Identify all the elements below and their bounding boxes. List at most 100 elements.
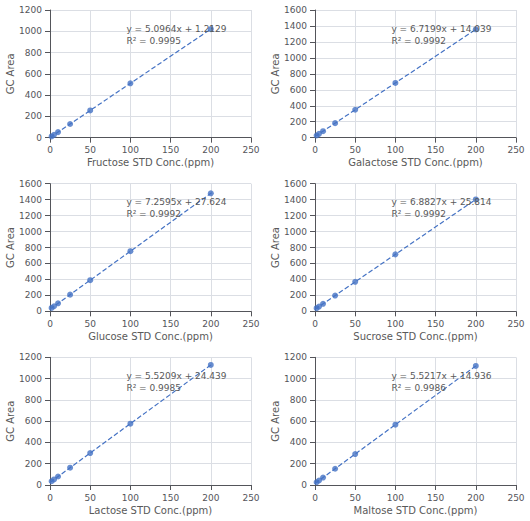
svg-text:Fructose STD Conc.(ppm): Fructose STD Conc.(ppm) [87,157,214,168]
svg-text:200: 200 [202,145,219,155]
svg-text:1000: 1000 [19,374,42,384]
svg-text:150: 150 [427,319,444,329]
svg-text:150: 150 [162,145,179,155]
svg-text:1600: 1600 [284,179,307,189]
svg-text:0: 0 [47,493,53,503]
svg-text:200: 200 [467,319,484,329]
svg-text:200: 200 [202,493,219,503]
svg-text:y = 7.2595x + 27.624: y = 7.2595x + 27.624 [126,197,226,207]
svg-text:200: 200 [290,117,307,127]
svg-text:1400: 1400 [284,195,307,205]
svg-text:R² = 0.9992: R² = 0.9992 [391,209,446,219]
svg-text:GC Area: GC Area [5,227,16,268]
svg-text:R² = 0.9985: R² = 0.9985 [126,383,181,393]
svg-text:50: 50 [349,493,361,503]
svg-text:400: 400 [25,90,42,100]
svg-text:y = 5.5217x + 14.936: y = 5.5217x + 14.936 [391,371,491,381]
svg-text:100: 100 [387,145,404,155]
svg-text:y = 5.5209x + 24.439: y = 5.5209x + 24.439 [126,371,226,381]
svg-text:400: 400 [290,437,307,447]
svg-text:50: 50 [349,319,361,329]
svg-text:600: 600 [25,416,42,426]
svg-text:0: 0 [36,480,42,490]
svg-text:200: 200 [202,319,219,329]
svg-text:1000: 1000 [284,53,307,63]
svg-text:1000: 1000 [19,227,42,237]
svg-text:100: 100 [122,319,139,329]
svg-text:250: 250 [242,145,259,155]
svg-text:200: 200 [25,290,42,300]
svg-text:GC Area: GC Area [270,227,281,268]
svg-text:200: 200 [467,145,484,155]
svg-text:200: 200 [290,459,307,469]
svg-text:200: 200 [25,111,42,121]
svg-text:0: 0 [47,319,53,329]
svg-text:0: 0 [312,319,318,329]
svg-text:1000: 1000 [284,374,307,384]
svg-text:250: 250 [507,145,524,155]
svg-text:600: 600 [25,258,42,268]
svg-text:y = 5.0964x + 1.2129: y = 5.0964x + 1.2129 [126,24,226,34]
svg-text:400: 400 [25,274,42,284]
svg-text:1200: 1200 [19,211,42,221]
svg-text:100: 100 [387,319,404,329]
svg-text:100: 100 [122,493,139,503]
svg-text:600: 600 [290,85,307,95]
svg-text:800: 800 [290,395,307,405]
svg-text:150: 150 [162,493,179,503]
svg-text:0: 0 [301,133,307,143]
svg-text:1400: 1400 [284,21,307,31]
svg-text:1200: 1200 [284,211,307,221]
svg-text:800: 800 [25,395,42,405]
svg-text:GC Area: GC Area [270,53,281,94]
svg-text:R² = 0.9992: R² = 0.9992 [391,36,446,46]
svg-text:0: 0 [312,493,318,503]
svg-text:800: 800 [25,243,42,253]
svg-text:0: 0 [312,145,318,155]
svg-text:400: 400 [25,437,42,447]
svg-text:1000: 1000 [19,26,42,36]
svg-text:0: 0 [36,133,42,143]
svg-text:0: 0 [301,306,307,316]
svg-text:200: 200 [467,493,484,503]
svg-text:600: 600 [290,416,307,426]
svg-text:1400: 1400 [19,195,42,205]
svg-text:250: 250 [507,319,524,329]
svg-text:Lactose STD Conc.(ppm): Lactose STD Conc.(ppm) [89,505,213,516]
svg-text:1000: 1000 [284,227,307,237]
svg-text:50: 50 [84,319,96,329]
svg-text:Glucose STD Conc.(ppm): Glucose STD Conc.(ppm) [88,331,213,342]
svg-text:600: 600 [290,258,307,268]
svg-text:1200: 1200 [19,352,42,362]
svg-text:GC Area: GC Area [270,401,281,442]
svg-text:50: 50 [84,493,96,503]
svg-text:400: 400 [290,101,307,111]
svg-text:1600: 1600 [19,179,42,189]
svg-text:150: 150 [427,145,444,155]
svg-text:R² = 0.9995: R² = 0.9995 [126,36,181,46]
svg-text:50: 50 [84,145,96,155]
svg-text:0: 0 [47,145,53,155]
svg-text:GC Area: GC Area [5,401,16,442]
svg-text:R² = 0.9992: R² = 0.9992 [126,209,181,219]
svg-text:50: 50 [349,145,361,155]
svg-text:800: 800 [25,48,42,58]
svg-text:0: 0 [301,480,307,490]
svg-text:100: 100 [122,145,139,155]
svg-text:1200: 1200 [284,37,307,47]
svg-text:y = 6.8827x + 25.814: y = 6.8827x + 25.814 [391,197,491,207]
svg-text:200: 200 [25,459,42,469]
svg-text:0: 0 [36,306,42,316]
svg-text:1200: 1200 [19,5,42,15]
svg-text:R² = 0.9986: R² = 0.9986 [391,383,446,393]
svg-text:GC Area: GC Area [5,53,16,94]
svg-text:Maltose STD Conc.(ppm): Maltose STD Conc.(ppm) [354,505,478,516]
svg-text:250: 250 [242,319,259,329]
svg-text:150: 150 [427,493,444,503]
svg-text:y = 6.7199x + 14.039: y = 6.7199x + 14.039 [391,24,491,34]
svg-text:Sucrose STD Conc.(ppm): Sucrose STD Conc.(ppm) [353,331,478,342]
svg-text:150: 150 [162,319,179,329]
svg-text:600: 600 [25,69,42,79]
svg-text:Galactose STD Conc.(ppm): Galactose STD Conc.(ppm) [348,157,483,168]
svg-text:1600: 1600 [284,5,307,15]
